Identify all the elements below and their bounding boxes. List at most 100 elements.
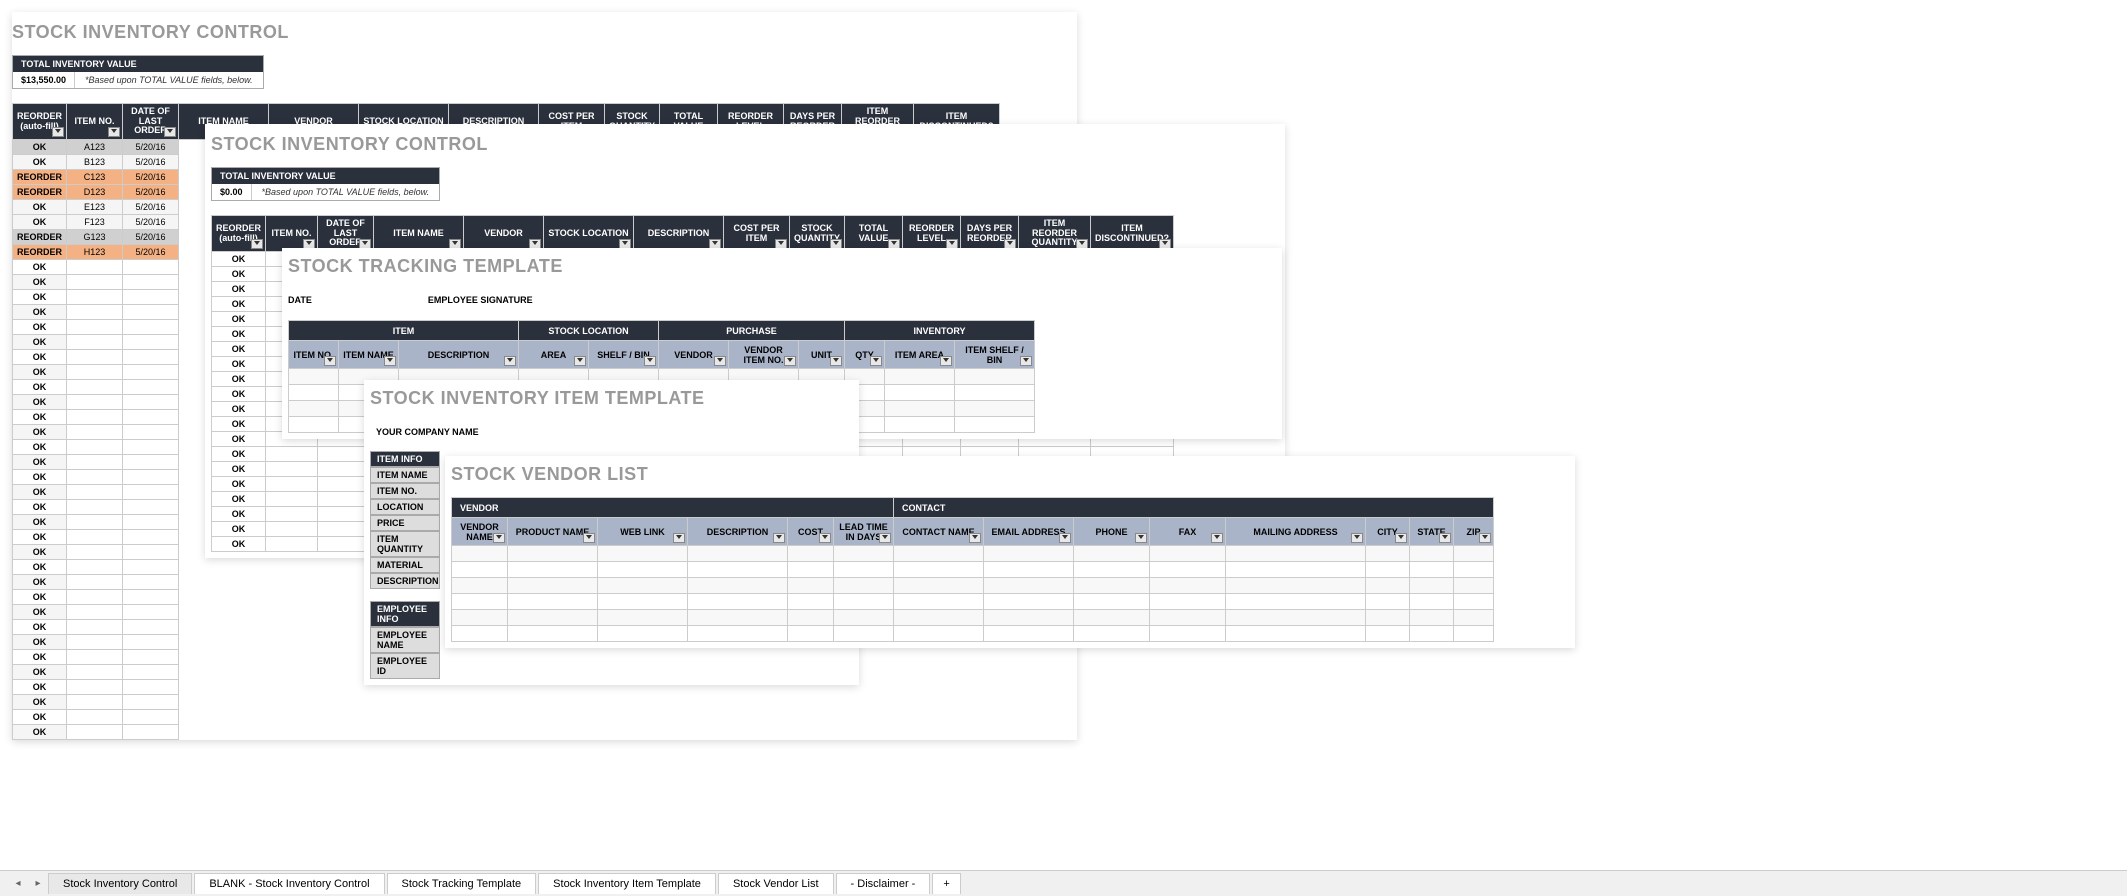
table-row[interactable]: OK <box>13 695 1000 710</box>
table-row[interactable]: OK <box>13 725 1000 740</box>
col-header[interactable]: SHELF / BIN <box>589 341 659 369</box>
filter-icon[interactable] <box>1479 533 1491 543</box>
tab-nav-next[interactable]: ▸ <box>28 878 48 889</box>
filter-icon[interactable] <box>1351 533 1363 543</box>
col-header[interactable]: EMAIL ADDRESS <box>984 518 1074 546</box>
add-sheet-button[interactable]: + <box>932 873 960 894</box>
col-header[interactable]: STATE <box>1410 518 1454 546</box>
col-header[interactable]: VENDOR <box>659 341 729 369</box>
filter-icon[interactable] <box>493 533 505 543</box>
table-row[interactable] <box>452 626 1494 642</box>
filter-icon[interactable] <box>574 356 586 366</box>
col-header[interactable]: ITEM AREA <box>885 341 955 369</box>
col-header[interactable]: ITEM REORDER QUANTITY <box>1019 216 1091 252</box>
filter-icon[interactable] <box>1211 533 1223 543</box>
filter-icon[interactable] <box>251 239 263 249</box>
col-header[interactable]: QTY <box>845 341 885 369</box>
col-header[interactable]: PHONE <box>1074 518 1150 546</box>
filter-icon[interactable] <box>583 533 595 543</box>
filter-icon[interactable] <box>969 533 981 543</box>
col-header[interactable]: WEB LINK <box>598 518 688 546</box>
cell <box>955 401 1035 417</box>
col-header[interactable]: ITEM NO. <box>289 341 339 369</box>
filter-icon[interactable] <box>870 356 882 366</box>
col-header[interactable]: STOCK LOCATION <box>544 216 634 252</box>
filter-icon[interactable] <box>504 356 516 366</box>
col-header[interactable]: TOTAL VALUE <box>845 216 903 252</box>
col-header[interactable]: COST <box>788 518 834 546</box>
filter-icon[interactable] <box>784 356 796 366</box>
col-header[interactable]: REORDER LEVEL <box>903 216 961 252</box>
filter-icon[interactable] <box>644 356 656 366</box>
cell <box>123 410 179 425</box>
filter-icon[interactable] <box>108 127 120 137</box>
col-header[interactable]: VENDOR ITEM NO. <box>729 341 799 369</box>
sheet-tab[interactable]: - Disclaimer - <box>836 873 931 894</box>
col-header[interactable]: VENDOR NAME <box>452 518 508 546</box>
col-header[interactable]: DESCRIPTION <box>399 341 519 369</box>
col-header[interactable]: ZIP <box>1454 518 1494 546</box>
filter-icon[interactable] <box>52 127 64 137</box>
col-header[interactable]: CONTACT NAME <box>894 518 984 546</box>
sheet-tab[interactable]: Stock Tracking Template <box>387 873 537 894</box>
table-row[interactable] <box>452 578 1494 594</box>
filter-icon[interactable] <box>940 356 952 366</box>
filter-icon[interactable] <box>1020 356 1032 366</box>
filter-icon[interactable] <box>830 356 842 366</box>
col-header[interactable]: COST PER ITEM <box>724 216 790 252</box>
col-header[interactable]: ITEM SHELF / BIN <box>955 341 1035 369</box>
filter-icon[interactable] <box>384 356 396 366</box>
cell <box>1074 610 1150 626</box>
col-header[interactable]: ITEM NAME <box>374 216 464 252</box>
cell <box>1150 610 1226 626</box>
col-header[interactable]: REORDER (auto-fill) <box>212 216 266 252</box>
filter-icon[interactable] <box>1439 533 1451 543</box>
col-header[interactable]: PRODUCT NAME <box>508 518 598 546</box>
col-header[interactable]: ITEM NAME <box>339 341 399 369</box>
col-header[interactable]: ITEM DISCONTINUED? <box>1091 216 1174 252</box>
filter-icon[interactable] <box>1395 533 1407 543</box>
status-cell: OK <box>13 485 67 500</box>
cell <box>67 425 123 440</box>
col-header[interactable]: AREA <box>519 341 589 369</box>
filter-icon[interactable] <box>673 533 685 543</box>
filter-icon[interactable] <box>1059 533 1071 543</box>
col-header[interactable]: LEAD TIME IN DAYS <box>834 518 894 546</box>
filter-icon[interactable] <box>773 533 785 543</box>
col-header[interactable]: DESCRIPTION <box>634 216 724 252</box>
col-header[interactable]: DAYS PER REORDER <box>961 216 1019 252</box>
cell <box>894 610 984 626</box>
col-header[interactable]: ITEM NO. <box>266 216 318 252</box>
tab-nav-prev[interactable]: ◂ <box>8 878 28 889</box>
col-header[interactable]: DATE OF LAST ORDER <box>123 104 179 140</box>
filter-icon[interactable] <box>1135 533 1147 543</box>
item-cell: H123 <box>67 245 123 260</box>
col-header[interactable]: DESCRIPTION <box>688 518 788 546</box>
sheet-tab[interactable]: BLANK - Stock Inventory Control <box>194 873 384 894</box>
col-header[interactable]: ITEM NO. <box>67 104 123 140</box>
col-header[interactable]: MAILING ADDRESS <box>1226 518 1366 546</box>
cell <box>67 470 123 485</box>
col-header[interactable]: CITY <box>1366 518 1410 546</box>
table-row[interactable] <box>452 610 1494 626</box>
col-header[interactable]: VENDOR <box>464 216 544 252</box>
col-header[interactable]: UNIT <box>799 341 845 369</box>
col-header[interactable]: DATE OF LAST ORDER <box>318 216 374 252</box>
filter-icon[interactable] <box>714 356 726 366</box>
filter-icon[interactable] <box>879 533 891 543</box>
sheet-tab[interactable]: Stock Inventory Item Template <box>538 873 716 894</box>
emp-info-header: EMPLOYEE INFO <box>370 601 440 627</box>
filter-icon[interactable] <box>164 127 176 137</box>
sheet-tab[interactable]: Stock Inventory Control <box>48 873 192 894</box>
cell <box>508 578 598 594</box>
table-row[interactable] <box>452 594 1494 610</box>
table-row[interactable] <box>452 562 1494 578</box>
col-header[interactable]: REORDER (auto-fill) <box>13 104 67 140</box>
sheet-tab[interactable]: Stock Vendor List <box>718 873 834 894</box>
col-header[interactable]: FAX <box>1150 518 1226 546</box>
filter-icon[interactable] <box>324 356 336 366</box>
col-header[interactable]: STOCK QUANTITY <box>790 216 845 252</box>
filter-icon[interactable] <box>819 533 831 543</box>
table-row[interactable]: OK <box>13 710 1000 725</box>
table-row[interactable] <box>452 546 1494 562</box>
